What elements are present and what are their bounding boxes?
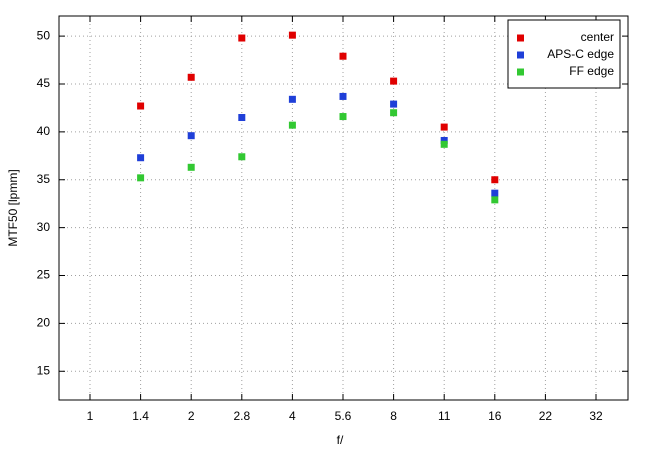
y-tick-label: 30 bbox=[37, 220, 51, 234]
point bbox=[339, 113, 347, 121]
point bbox=[440, 123, 448, 131]
plot-frame bbox=[58, 15, 629, 401]
point bbox=[288, 121, 296, 129]
y-tick-label: 25 bbox=[37, 268, 51, 282]
point bbox=[339, 52, 347, 60]
point bbox=[137, 102, 145, 110]
point bbox=[187, 163, 195, 171]
point bbox=[238, 34, 246, 42]
x-tick-label: 11 bbox=[438, 409, 451, 423]
point bbox=[288, 31, 296, 39]
point bbox=[390, 109, 398, 117]
point bbox=[491, 189, 499, 197]
y-tick-label: 20 bbox=[37, 316, 51, 330]
point bbox=[187, 73, 195, 81]
x-tick-label: 1.4 bbox=[132, 409, 149, 423]
x-tick-label: 5.6 bbox=[335, 409, 352, 423]
x-tick-label: 4 bbox=[289, 409, 296, 423]
point bbox=[390, 77, 398, 85]
legend-marker bbox=[517, 68, 524, 76]
x-axis-label: f/ bbox=[337, 433, 344, 447]
x-tick-label: 2 bbox=[188, 409, 195, 423]
point bbox=[238, 153, 246, 161]
y-tick-label: 15 bbox=[37, 363, 51, 377]
point bbox=[187, 132, 195, 140]
point bbox=[440, 140, 448, 148]
legend-marker bbox=[517, 34, 524, 42]
x-tick-label: 1 bbox=[87, 409, 94, 423]
point bbox=[137, 154, 145, 162]
point bbox=[288, 95, 296, 103]
legend-label: FF edge bbox=[569, 64, 614, 78]
y-tick-label: 35 bbox=[37, 172, 51, 186]
point bbox=[137, 174, 145, 182]
x-tick-label: 16 bbox=[488, 409, 502, 423]
x-tick-label: 2.8 bbox=[233, 409, 250, 423]
legend-box bbox=[507, 19, 621, 89]
y-tick-label: 50 bbox=[37, 28, 51, 42]
legend-label: APS-C edge bbox=[547, 47, 614, 61]
y-axis-label: MTF50 [lpmm] bbox=[6, 169, 20, 246]
point bbox=[390, 100, 398, 108]
y-tick-label: 45 bbox=[37, 76, 51, 90]
point bbox=[491, 196, 499, 204]
x-tick-label: 8 bbox=[390, 409, 397, 423]
x-tick-label: 32 bbox=[589, 409, 603, 423]
point bbox=[491, 176, 499, 184]
legend-label: center bbox=[581, 30, 614, 44]
point bbox=[440, 136, 448, 144]
x-tick-label: 22 bbox=[539, 409, 553, 423]
y-tick-label: 40 bbox=[37, 124, 51, 138]
point bbox=[339, 92, 347, 100]
point bbox=[238, 114, 246, 122]
legend-marker bbox=[517, 51, 524, 59]
